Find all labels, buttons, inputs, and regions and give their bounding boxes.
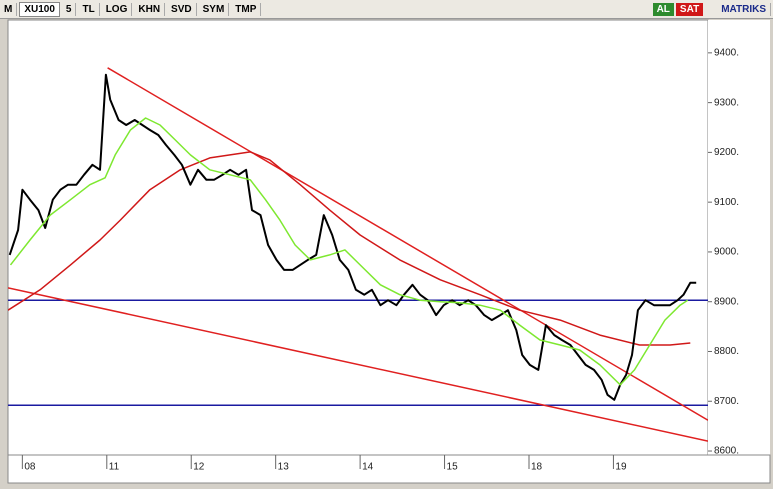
y-tick-label: 9100. (714, 197, 739, 208)
toolbar-button[interactable]: TMP (231, 2, 262, 16)
x-tick-label: 14 (362, 462, 374, 473)
y-axis-area (708, 20, 770, 455)
symbol-box[interactable]: XU100 (19, 1, 60, 17)
logo: M (0, 2, 18, 16)
toolbar-button[interactable]: SYM (199, 2, 230, 16)
y-tick-label: 9400. (714, 47, 739, 58)
x-tick-label: 15 (447, 462, 459, 473)
y-tick-label: 8600. (714, 446, 739, 457)
x-tick-label: 19 (615, 462, 627, 473)
toolbar-button[interactable]: SVD (167, 2, 197, 16)
plot-layer (8, 67, 708, 442)
x-tick-label: 12 (193, 462, 205, 473)
x-tick-label: 11 (109, 462, 120, 473)
y-tick-label: 8800. (714, 346, 739, 357)
brand: MATRIKS (717, 2, 771, 16)
series-line (8, 151, 691, 346)
y-tick-label: 8900. (714, 296, 739, 307)
series-line (8, 287, 708, 442)
x-tick-label: 18 (531, 462, 543, 473)
series-line (107, 67, 708, 421)
y-tick-label: 8700. (714, 396, 739, 407)
currency[interactable]: TL (78, 2, 100, 16)
x-tick-label: 08 (24, 462, 36, 473)
y-tick-label: 9300. (714, 97, 739, 108)
spacer (263, 8, 646, 10)
series-line (9, 117, 689, 386)
toolbar-button[interactable]: KHN (134, 2, 166, 16)
buy-button[interactable]: AL (652, 2, 674, 16)
x-axis-area (7, 454, 771, 484)
toolbar-button[interactable]: LOG (102, 2, 133, 16)
x-tick-label: 13 (278, 462, 290, 473)
toolbar: M XU100 5 TL LOG KHN SVD SYM TMP AL SAT … (0, 0, 773, 19)
chart: 8600. 8700. 8800. 8900. 9000. 9100. 9200. 9300.… (7, 19, 771, 484)
y-tick-label: 9000. (714, 247, 739, 258)
sell-button[interactable]: SAT (675, 2, 704, 16)
y-tick-label: 9200. (714, 147, 739, 158)
period[interactable]: 5 (62, 2, 77, 16)
plot-area (7, 19, 709, 456)
series-line (8, 73, 697, 401)
